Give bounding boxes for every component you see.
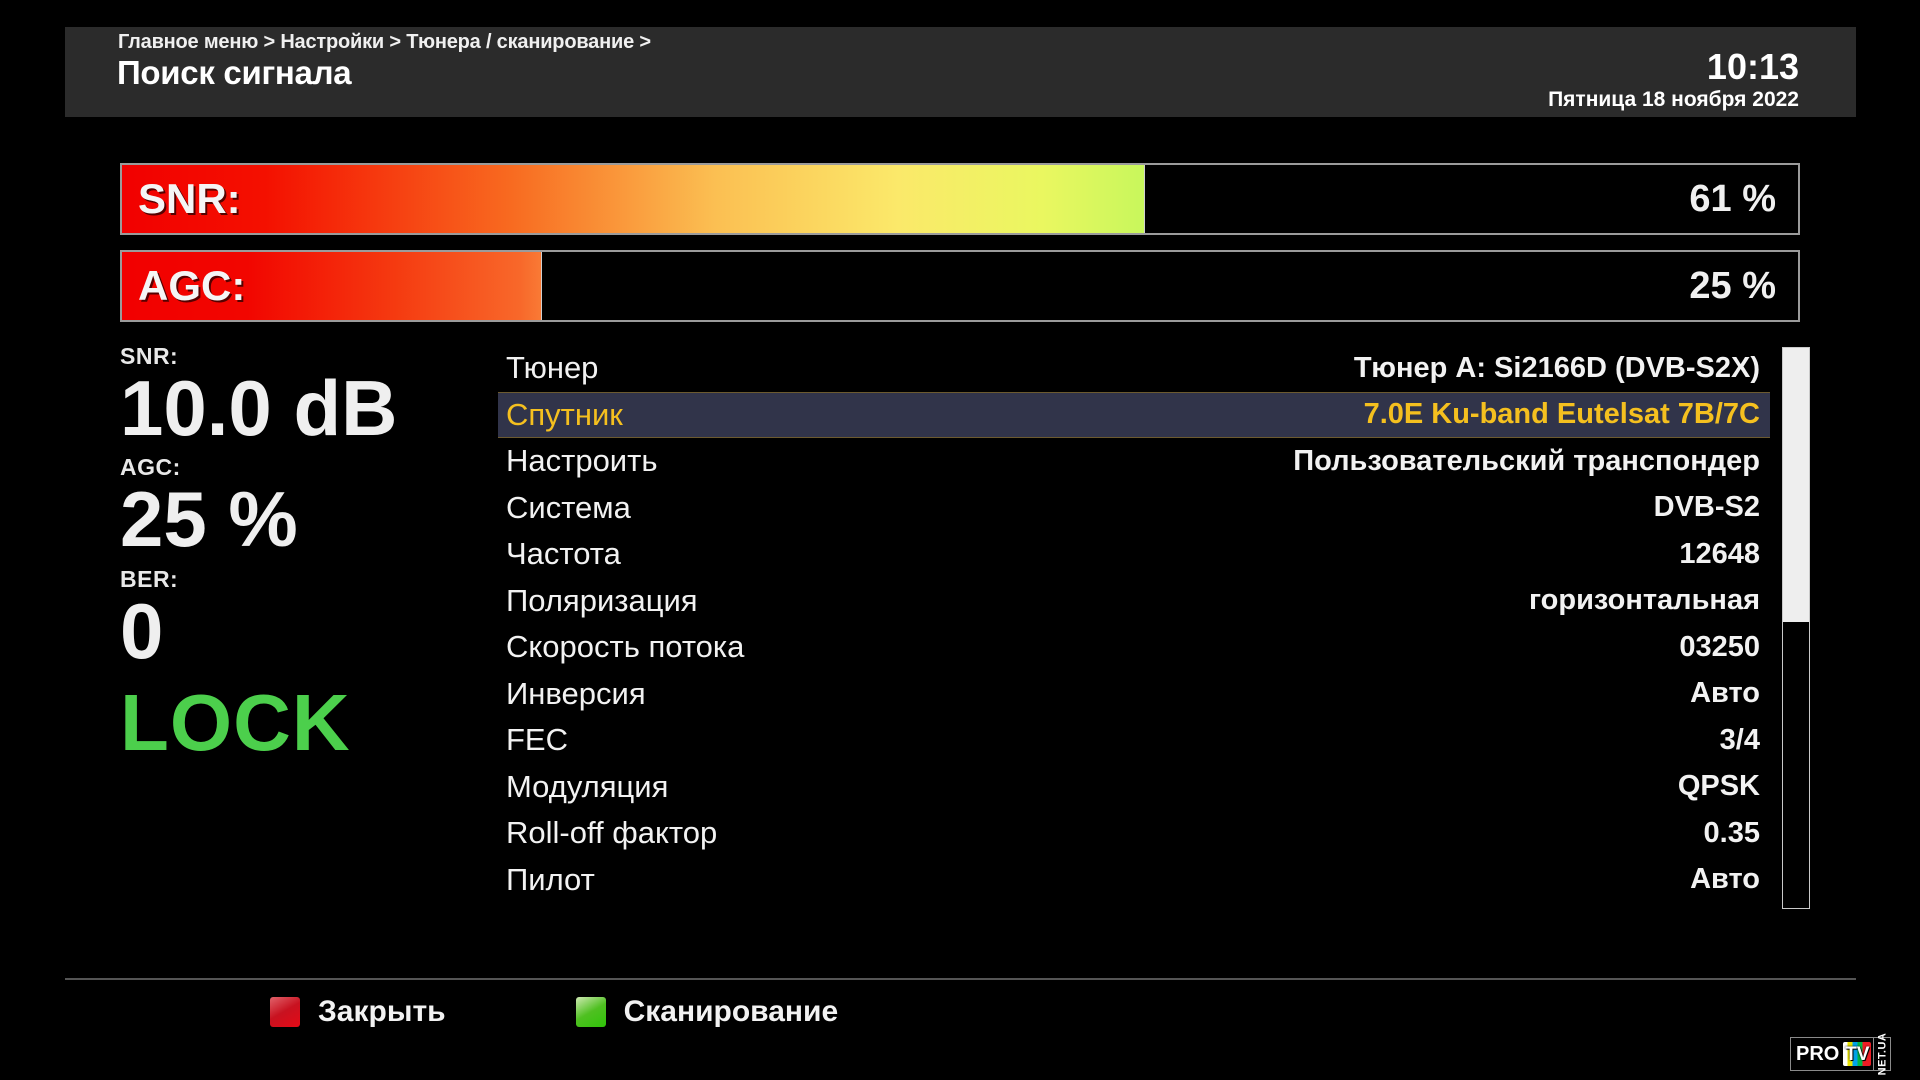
watermark-tv-text: TV xyxy=(1845,1043,1870,1065)
footer-button-bar: Закрыть Сканирование xyxy=(270,995,838,1029)
footer-button-label: Закрыть xyxy=(318,995,446,1028)
snr-bar-fill xyxy=(122,165,1146,233)
settings-scrollbar[interactable] xyxy=(1782,347,1810,909)
setting-row-value: 7.0E Ku-band Eutelsat 7B/7C xyxy=(1363,398,1760,431)
clock-date: Пятница 18 ноября 2022 xyxy=(1548,88,1799,111)
setting-row[interactable]: Модуляция QPSK xyxy=(498,764,1770,811)
setting-row-value: 12648 xyxy=(1679,537,1760,570)
agc-bar-value: 25 % xyxy=(1689,265,1776,307)
breadcrumb: Главное меню > Настройки > Тюнера / скан… xyxy=(118,31,651,53)
snr-signal-bar: SNR: 61 % xyxy=(120,163,1800,235)
footer-divider xyxy=(65,978,1856,980)
setting-row-label: FEC xyxy=(506,722,568,758)
setting-row-label: Поляризация xyxy=(506,582,698,618)
snr-stat-value: 10.0 dB xyxy=(120,364,398,452)
tuner-settings-list[interactable]: Тюнер Тюнер A: Si2166D (DVB-S2X) Спутник 7.… xyxy=(498,345,1770,903)
setting-row-label: Roll-off фактор xyxy=(506,815,718,851)
protv-watermark: PRO TV NET.UA xyxy=(1790,1033,1892,1075)
footer-button-label: Сканирование xyxy=(623,995,839,1028)
agc-bar-label: AGC: xyxy=(138,262,246,309)
setting-row-value: Тюнер A: Si2166D (DVB-S2X) xyxy=(1353,351,1760,384)
setting-row[interactable]: Roll-off фактор 0.35 xyxy=(498,810,1770,857)
page-title: Поиск сигнала xyxy=(117,54,352,91)
watermark-net-label: NET.UA xyxy=(1873,1033,1890,1075)
setting-row[interactable]: Настроить Пользовательский транспондер xyxy=(498,438,1770,485)
setting-row-value: QPSK xyxy=(1677,770,1760,803)
setting-row-label: Скорость потока xyxy=(506,629,745,665)
setting-row[interactable]: Тюнер Тюнер A: Si2166D (DVB-S2X) xyxy=(498,345,1770,392)
watermark-pro-text: PRO xyxy=(1796,1043,1840,1065)
setting-row-label: Система xyxy=(506,489,631,525)
green-key-icon xyxy=(575,997,606,1027)
setting-row-value: 03250 xyxy=(1679,630,1760,663)
setting-row-value: Пользовательский транспондер xyxy=(1293,444,1760,477)
watermark-tv-icon: TV xyxy=(1841,1038,1873,1070)
setting-row-label: Пилот xyxy=(506,861,595,897)
setting-row-value: горизонтальная xyxy=(1528,584,1760,617)
setting-row[interactable]: Поляризация горизонтальная xyxy=(498,578,1770,625)
setting-row-label: Спутник xyxy=(506,396,623,432)
signal-stats-panel: SNR: 10.0 dB AGC: 25 % BER: 0 LOCK xyxy=(120,345,490,763)
header-bar: Главное меню > Настройки > Тюнера / скан… xyxy=(65,27,1856,117)
red-key-icon xyxy=(270,997,300,1027)
setting-row[interactable]: Система DVB-S2 xyxy=(498,485,1770,532)
setting-row-label: Модуляция xyxy=(506,768,669,804)
snr-bar-label: SNR: xyxy=(138,175,241,222)
agc-bar-fill xyxy=(122,252,542,320)
snr-stat-label: SNR: xyxy=(120,343,179,369)
setting-row[interactable]: Пилот Авто xyxy=(498,857,1770,904)
clock-time: 10:13 xyxy=(1706,46,1799,87)
setting-row[interactable]: Скорость потока 03250 xyxy=(498,624,1770,671)
setting-row-label: Настроить xyxy=(506,443,658,479)
footer-button-red[interactable]: Закрыть xyxy=(270,995,446,1029)
setting-row-value: Авто xyxy=(1690,677,1760,710)
ber-stat-label: BER: xyxy=(120,565,179,592)
lock-status-indicator: LOCK xyxy=(120,678,351,768)
agc-signal-bar: AGC: 25 % xyxy=(120,250,1800,322)
setting-row-value: 3/4 xyxy=(1719,723,1760,756)
color-bars-icon xyxy=(1843,1042,1872,1066)
watermark-net-text: NET.UA xyxy=(1876,1032,1889,1076)
scrollbar-thumb[interactable] xyxy=(1783,348,1809,623)
setting-row-value: Авто xyxy=(1690,863,1760,896)
setting-row[interactable]: Спутник 7.0E Ku-band Eutelsat 7B/7C xyxy=(498,391,1770,438)
setting-row-label: Частота xyxy=(506,536,621,572)
footer-button-green[interactable]: Сканирование xyxy=(575,995,839,1029)
setting-row-label: Инверсия xyxy=(506,675,646,711)
setting-row[interactable]: Инверсия Авто xyxy=(498,671,1770,718)
setting-row[interactable]: FEC 3/4 xyxy=(498,717,1770,764)
setting-row[interactable]: Частота 12648 xyxy=(498,531,1770,578)
snr-bar-value: 61 % xyxy=(1689,178,1776,220)
ber-stat-value: 0 xyxy=(120,586,164,675)
setting-row-value: 0.35 xyxy=(1703,816,1760,849)
agc-stat-value: 25 % xyxy=(120,475,298,564)
setting-row-label: Тюнер xyxy=(506,350,599,386)
agc-stat-label: AGC: xyxy=(120,454,181,481)
setting-row-value: DVB-S2 xyxy=(1653,491,1760,524)
